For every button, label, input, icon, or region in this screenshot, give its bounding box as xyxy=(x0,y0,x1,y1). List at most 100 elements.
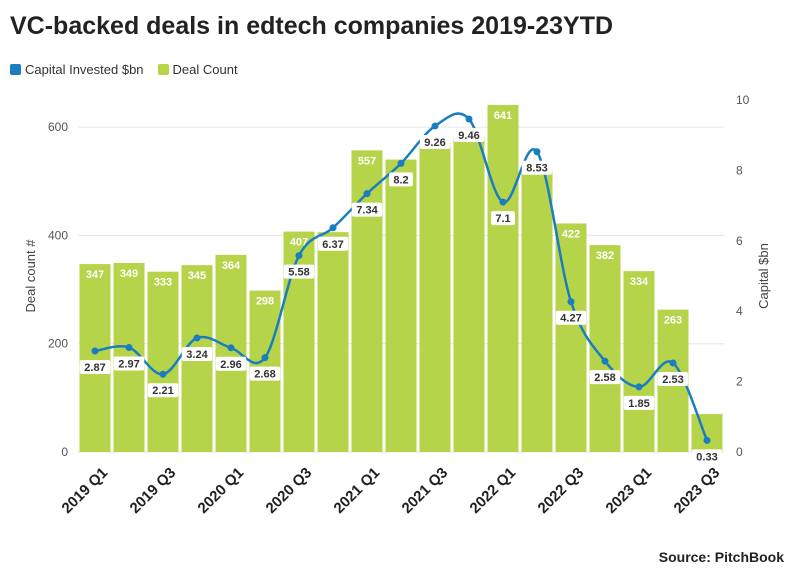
capital-label-bg-2021-Q2 xyxy=(389,172,413,187)
bar-label-2020-Q1: 364 xyxy=(222,260,241,272)
bar-label-2019-Q4: 345 xyxy=(188,270,206,282)
legend: Capital Invested $bn Deal Count xyxy=(10,62,252,77)
bar-label-2020-Q3: 407 xyxy=(290,237,308,249)
capital-point-2023-Q2 xyxy=(669,359,677,367)
capital-label-2021-Q4: 9.46 xyxy=(458,130,479,142)
capital-point-2019-Q4 xyxy=(193,334,201,342)
y2-axis-title: Capital $bn xyxy=(756,243,771,309)
y-axis-title: Deal count # xyxy=(23,239,38,313)
bar-2021-Q4 xyxy=(453,136,485,452)
capital-label-bg-2021-Q3 xyxy=(419,135,451,150)
source-note: Source: PitchBook xyxy=(658,549,784,565)
combo-chart: 347 349333345364298407557641422382334263 … xyxy=(23,93,771,517)
x-tick-label-2020-Q3: 2020 Q3 xyxy=(263,464,316,517)
capital-label-2020-Q4: 6.37 xyxy=(322,239,343,251)
capital-label-2021-Q2: 8.2 xyxy=(393,174,408,186)
y2-tick-label-2: 2 xyxy=(736,375,743,389)
deal-count-labels: 347 349 333 345 364 298 407 557 641 422 382 334 263 xyxy=(86,110,682,327)
capital-label-2023-Q1: 1.85 xyxy=(628,398,649,410)
bar-label-2019-Q1: 347 xyxy=(86,269,104,281)
bar-2021-Q1 xyxy=(351,150,383,452)
capital-label-bg-2019-Q4 xyxy=(181,346,213,361)
bar-2022-Q2 xyxy=(521,170,553,452)
bar-2022-Q1 xyxy=(487,104,519,453)
capital-label-bg-2022-Q3 xyxy=(555,310,587,325)
x-tick-label-2023-Q3: 2023 Q3 xyxy=(671,464,724,517)
capital-point-2019-Q1 xyxy=(91,347,99,355)
y-tick-label-0: 0 xyxy=(61,445,68,459)
bar-label-2023-Q2: 263 xyxy=(664,315,682,327)
capital-point-2021-Q1 xyxy=(363,190,371,198)
y-tick-label-600: 600 xyxy=(48,120,68,134)
capital-label-bg-2019-Q3 xyxy=(147,383,179,398)
legend-item-capital[interactable]: Capital Invested $bn xyxy=(10,62,144,77)
bar-2021-Q3 xyxy=(419,142,451,452)
capital-point-2020-Q2 xyxy=(261,354,269,362)
bar-2020-Q4 xyxy=(317,232,349,452)
x-tick-label-2019-Q1: 2019 Q1 xyxy=(59,464,112,517)
legend-swatch-deals xyxy=(157,64,169,75)
y2-tick-label-0: 0 xyxy=(736,445,743,459)
capital-label-bg-2019-Q2 xyxy=(113,356,145,371)
bar-label-2022-Q4: 382 xyxy=(596,250,614,262)
capital-label-bg-2020-Q3 xyxy=(283,264,315,279)
bar-label-2019-Q2: 349 xyxy=(120,268,138,280)
bar-label-2019-Q3: 333 xyxy=(154,277,172,289)
bar-2023-Q3 xyxy=(691,414,723,452)
capital-label-bg-2021-Q4 xyxy=(453,128,485,143)
capital-label-2020-Q1: 2.96 xyxy=(220,359,241,371)
capital-label-bg-2022-Q1 xyxy=(491,211,515,226)
capital-label-bg-2020-Q4 xyxy=(317,236,349,251)
capital-labels: 2.87 2.97 2.21 3.24 2.96 2.68 5.58 6.37 7.34 8.2 9… xyxy=(79,128,723,464)
bar-label-2022-Q1: 641 xyxy=(494,110,512,122)
bar-2021-Q2 xyxy=(385,159,417,453)
capital-point-2023-Q3 xyxy=(703,436,711,444)
capital-label-2023-Q3: 0.33 xyxy=(696,451,717,463)
y-tick-label-200: 200 xyxy=(48,337,68,351)
bar-2019-Q1 xyxy=(79,264,111,452)
capital-point-2020-Q4 xyxy=(329,224,337,232)
capital-label-2022-Q3: 4.27 xyxy=(560,313,581,325)
capital-label-2019-Q1: 2.87 xyxy=(84,362,105,374)
x-tick-label-2022-Q1: 2022 Q1 xyxy=(467,464,520,517)
bar-2023-Q1 xyxy=(623,271,655,452)
x-tick-label-2021-Q3: 2021 Q3 xyxy=(399,464,452,517)
capital-point-2021-Q3 xyxy=(431,122,439,130)
capital-point-2021-Q4 xyxy=(465,115,473,123)
capital-label-bg-2022-Q4 xyxy=(589,370,621,385)
y2-tick-label-4: 4 xyxy=(736,304,743,318)
capital-label-bg-2023-Q2 xyxy=(657,371,689,386)
capital-label-2019-Q2: 2.97 xyxy=(118,358,139,370)
chart-title: VC-backed deals in edtech companies 2019… xyxy=(10,12,614,40)
deal-count-bars xyxy=(79,104,723,453)
capital-line xyxy=(91,112,711,444)
legend-label-deals: Deal Count xyxy=(172,62,238,77)
capital-label-2020-Q2: 2.68 xyxy=(254,369,275,381)
capital-label-2019-Q4: 3.24 xyxy=(186,349,208,361)
capital-label-2022-Q2: 8.53 xyxy=(526,163,547,175)
x-tick-label-2022-Q3: 2022 Q3 xyxy=(535,464,588,517)
y2-tick-label-6: 6 xyxy=(736,234,743,248)
capital-point-2023-Q1 xyxy=(635,383,643,391)
capital-point-2022-Q1 xyxy=(499,198,507,206)
capital-label-2020-Q3: 5.58 xyxy=(288,267,309,279)
legend-label-capital: Capital Invested $bn xyxy=(25,62,144,77)
capital-point-2020-Q3 xyxy=(295,252,303,260)
capital-point-2019-Q2 xyxy=(125,343,133,351)
x-tick-label-2019-Q3: 2019 Q3 xyxy=(127,464,180,517)
capital-point-2020-Q1 xyxy=(227,344,235,352)
capital-point-2022-Q2 xyxy=(533,148,541,156)
capital-label-bg-2020-Q2 xyxy=(249,366,281,381)
capital-label-bg-2023-Q3 xyxy=(691,449,723,464)
x-tick-label-2021-Q1: 2021 Q1 xyxy=(331,464,384,517)
bar-label-2023-Q1: 334 xyxy=(630,276,649,288)
bar-label-2020-Q2: 298 xyxy=(256,296,274,308)
legend-item-deals[interactable]: Deal Count xyxy=(157,62,238,77)
capital-point-2022-Q3 xyxy=(567,298,575,306)
capital-label-2022-Q1: 7.1 xyxy=(495,213,510,225)
bar-label-2021-Q1: 557 xyxy=(358,155,376,167)
capital-label-bg-2021-Q1 xyxy=(351,202,383,217)
capital-label-2021-Q3: 9.26 xyxy=(424,137,445,149)
capital-point-2021-Q2 xyxy=(397,159,405,167)
capital-point-2019-Q3 xyxy=(159,370,167,378)
